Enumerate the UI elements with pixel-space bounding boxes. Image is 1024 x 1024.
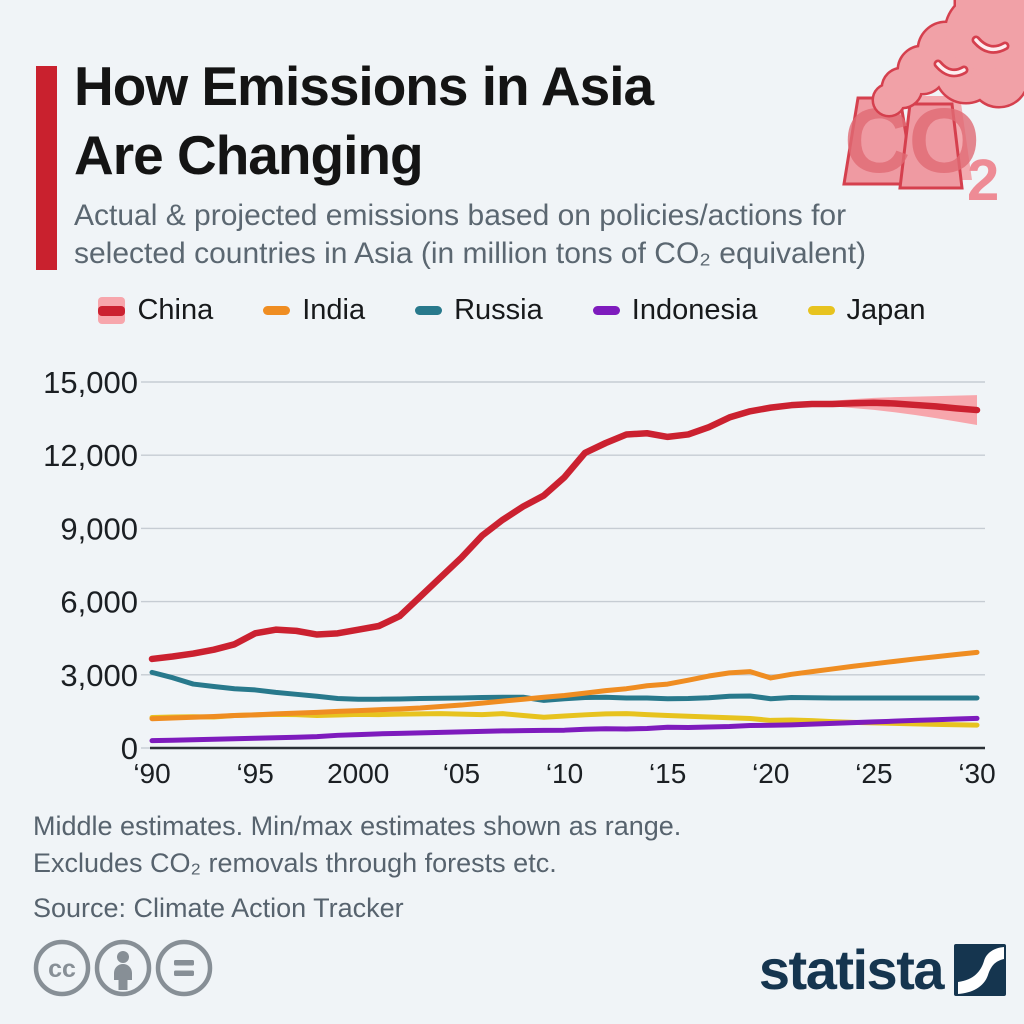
cc-icon-label: cc [48,955,76,983]
cc-icon [33,939,91,997]
source-line: Source: Climate Action Tracker [33,893,404,923]
y-axis-label: 6,000 [60,585,138,620]
legend-label: Japan [846,294,926,326]
x-axis-label: ‘30 [958,758,995,789]
x-axis-label: ‘25 [855,758,892,789]
legend-item-china[interactable]: China [98,294,213,327]
smoke-wave-marks [933,35,1010,78]
legend-label: China [137,294,214,326]
series-line-indonesia [149,715,980,744]
cc-nd-equals-icon [155,939,213,997]
footnotes: Middle estimates. Min/max estimates show… [33,808,681,927]
x-axis-label: ‘95 [236,758,273,789]
series-line-india [149,649,980,722]
legend-item-russia[interactable]: Russia [415,294,543,327]
legend-item-india[interactable]: India [263,294,365,327]
y-axis-label: 9,000 [60,511,138,546]
title-accent-bar [36,66,57,270]
page-subtitle: Actual & projected emissions based on po… [74,197,866,273]
x-axis-label: ‘05 [443,758,480,789]
co2-art-sub-label: 2 [967,148,999,205]
series-line-china [148,399,981,663]
statista-brand[interactable]: statista [759,942,1006,998]
legend-swatch [807,306,835,315]
legend-label: Indonesia [631,294,758,326]
y-axis-label: 3,000 [60,658,138,693]
smoke-cloud [874,0,1024,115]
legend-swatch [263,306,291,315]
cc-by-person-icon [94,939,152,997]
x-axis-label: ‘90 [133,758,170,789]
series-line-russia [149,669,980,703]
co2-smokestack-illustration: CO 2 [842,0,1024,205]
subtitle-line-2: selected countries in Asia (in million t… [74,237,867,270]
legend-label: Russia [454,294,543,326]
y-axis-label: 12,000 [43,438,138,473]
subtitle-line-1: Actual & projected emissions based on po… [74,199,847,232]
legend-item-indonesia[interactable]: Indonesia [592,294,758,327]
x-axis-label: 2000 [327,758,389,789]
y-axis-label: 15,000 [43,365,138,400]
footnote-line-1: Middle estimates. Min/max estimates show… [33,811,682,841]
right-cooling-tower [898,102,964,190]
creative-commons-icons: cc [33,939,213,997]
y-axis-label: 0 [121,731,138,766]
legend-swatch [415,306,443,315]
legend-label: India [302,294,366,326]
statista-logo-icon [954,944,1006,996]
legend-range-swatch [98,297,126,324]
x-axis-label: ‘10 [546,758,583,789]
x-axis-label: ‘15 [649,758,686,789]
x-axis-label: ‘20 [752,758,789,789]
legend-item-japan[interactable]: Japan [807,294,926,327]
page-title: How Emissions in Asia Are Changing [74,52,654,190]
footnote-line-2: Excludes CO₂ removals through forests et… [33,848,557,878]
title-line-1: How Emissions in Asia [74,55,654,117]
title-line-2: Are Changing [74,124,424,186]
statista-wordmark: statista [758,938,945,1001]
legend-swatch [592,306,620,315]
legend: China India Russia Indonesia Japan [0,294,1024,327]
